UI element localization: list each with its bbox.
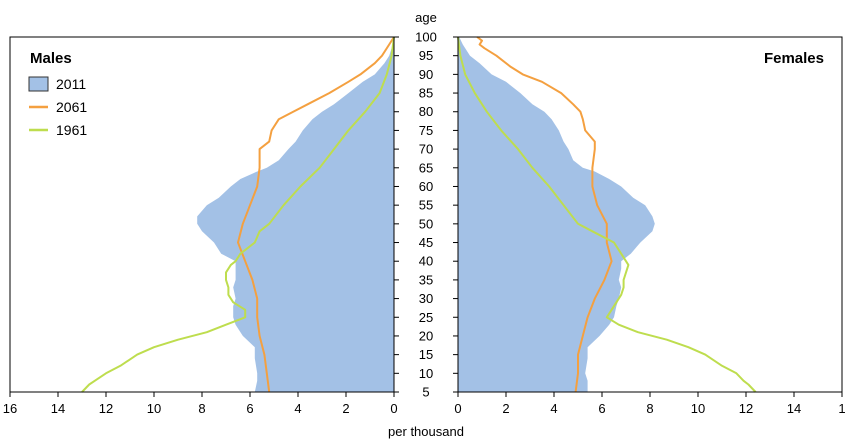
- females-x-tick-label: 8: [646, 401, 653, 416]
- females-x-tick-label: 2: [502, 401, 509, 416]
- age-tick-label: 85: [419, 86, 433, 101]
- males-x-tick-label: 14: [51, 401, 65, 416]
- males-x-tick-label: 2: [342, 401, 349, 416]
- age-tick-label: 75: [419, 123, 433, 138]
- series-1961-females-line: [457, 36, 757, 393]
- age-tick-label: 45: [419, 235, 433, 250]
- age-tick-label: 60: [419, 179, 433, 194]
- legend-label-1961: 1961: [56, 122, 87, 138]
- females-panel-label: Females: [764, 50, 824, 67]
- age-axis: 5 10 15 20 25 30 35 40 45 50 55 60 65 70 75 80 85 90 95 100: [394, 30, 458, 400]
- age-tick-label: 25: [419, 310, 433, 325]
- males-panel-label: Males: [30, 50, 72, 67]
- age-tick-label: 55: [419, 198, 433, 213]
- females-x-tick-label: 0: [454, 401, 461, 416]
- legend-swatch-2011: [28, 76, 49, 92]
- age-tick-label: 50: [419, 216, 433, 231]
- females-x-tick-label: 14: [787, 401, 801, 416]
- x-axis-label: per thousand: [388, 424, 464, 439]
- age-tick-label: 40: [419, 254, 433, 269]
- series-2011-males-area: [197, 37, 394, 392]
- males-panel: [9, 36, 395, 393]
- females-x-tick-label: 10: [691, 401, 705, 416]
- males-x-tick-label: 8: [198, 401, 205, 416]
- males-x-tick-label: 16: [3, 401, 17, 416]
- legend-label-2011: 2011: [56, 76, 86, 92]
- age-tick-label: 65: [419, 160, 433, 175]
- age-tick-label: 80: [419, 104, 433, 119]
- legend: 2011 2061 1961: [28, 76, 87, 138]
- males-x-tick-label: 10: [147, 401, 161, 416]
- males-x-tick-label: 0: [390, 401, 397, 416]
- age-tick-label: 10: [419, 366, 433, 381]
- series-1961-males-line: [81, 36, 395, 393]
- males-x-tick-label: 12: [99, 401, 113, 416]
- females-panel: [457, 36, 843, 393]
- age-tick-label: 5: [422, 385, 429, 400]
- age-tick-label: 20: [419, 328, 433, 343]
- age-tick-label: 100: [415, 30, 437, 45]
- age-tick-label: 30: [419, 291, 433, 306]
- legend-label-2061: 2061: [56, 99, 87, 115]
- age-tick-label: 95: [419, 48, 433, 63]
- age-axis-title: age: [415, 10, 437, 25]
- females-x-tick-label: 12: [739, 401, 753, 416]
- females-x-tick-label: 4: [550, 401, 557, 416]
- age-tick-label: 35: [419, 272, 433, 287]
- males-x-tick-label: 4: [294, 401, 301, 416]
- males-x-tick-label: 6: [246, 401, 253, 416]
- x-axes: 16 14 12 10 8 6 4 2 0 0 2 4 6 8 10 12 14 1: [3, 392, 846, 416]
- age-tick-label: 70: [419, 142, 433, 157]
- series-2061-females-line: [476, 36, 613, 393]
- series-2061-males-line: [237, 36, 395, 393]
- females-x-tick-label: 6: [598, 401, 605, 416]
- females-x-tick-label: 1: [838, 401, 845, 416]
- age-tick-label: 90: [419, 67, 433, 82]
- age-tick-label: 15: [419, 347, 433, 362]
- series-2011-females-area: [458, 37, 655, 392]
